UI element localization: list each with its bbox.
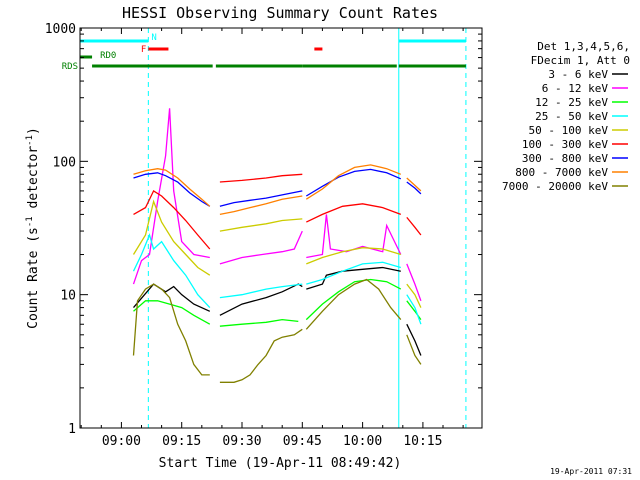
legend-header-line2: FDecim 1, Att 0 xyxy=(531,54,630,67)
flag-label-rds: RDS xyxy=(62,62,78,72)
legend: Det 1,3,4,5,6, FDecim 1, Att 0 3 - 6 keV… xyxy=(502,40,630,193)
x-axis: 09:00 09:15 09:30 09:45 10:00 10:15 xyxy=(80,28,464,449)
legend-header-line1: Det 1,3,4,5,6, xyxy=(537,40,630,53)
legend-label-2: 12 - 25 keV xyxy=(535,96,608,109)
series-5-segment-0 xyxy=(133,189,211,250)
x-tick-label-5: 10:15 xyxy=(403,434,442,449)
series-7 xyxy=(133,164,422,216)
series-1-segment-3 xyxy=(406,263,422,302)
y-axis-label-exp2: -1 xyxy=(25,135,35,146)
legend-label-3: 25 - 50 keV xyxy=(535,110,608,123)
x-tick-label-2: 09:30 xyxy=(222,434,261,449)
flag-label-f: F xyxy=(141,45,146,55)
series-7-segment-0 xyxy=(133,168,211,207)
legend-label-0: 3 - 6 keV xyxy=(548,68,608,81)
y-axis: 1 10 100 1000 xyxy=(45,22,482,437)
series-6 xyxy=(133,168,422,207)
series-3-segment-0 xyxy=(132,233,211,309)
y-axis-label-mid: detector xyxy=(26,146,41,217)
series-4-segment-1 xyxy=(219,218,303,232)
series-1-segment-2 xyxy=(306,214,402,259)
series-8 xyxy=(132,278,422,383)
series-4-segment-2 xyxy=(306,247,401,265)
series-1-segment-0 xyxy=(132,108,210,285)
y-tick-label-1: 10 xyxy=(60,289,76,304)
x-tick-label-0: 09:00 xyxy=(102,434,141,449)
x-tick-label-1: 09:15 xyxy=(162,434,201,449)
x-tick-label-4: 10:00 xyxy=(343,434,382,449)
series-3-segment-2 xyxy=(306,261,401,285)
series-5 xyxy=(133,173,422,250)
series-7-segment-1 xyxy=(219,195,303,216)
series-8-segment-1 xyxy=(219,328,303,383)
series-5-segment-1 xyxy=(219,173,303,183)
plot-frame xyxy=(79,27,483,429)
series-3-segment-1 xyxy=(219,283,303,299)
series-7-segment-2 xyxy=(305,164,402,200)
series-5-segment-3 xyxy=(406,216,422,236)
x-tick-label-3: 09:45 xyxy=(283,434,322,449)
flag-label-n: N xyxy=(151,33,156,43)
series-6-segment-1 xyxy=(219,190,303,207)
series-4-segment-0 xyxy=(132,199,211,276)
series-2-segment-1 xyxy=(219,318,299,327)
series-6-segment-3 xyxy=(406,181,422,195)
series-4 xyxy=(132,199,422,308)
series-2-segment-0 xyxy=(133,300,211,325)
series-3-segment-3 xyxy=(406,294,422,325)
y-axis-label: Count Rate (s-1 detector-1) xyxy=(25,127,41,329)
footer-timestamp: 19-Apr-2011 07:31 xyxy=(550,467,632,476)
series-8-segment-0 xyxy=(132,283,210,376)
series-6-segment-2 xyxy=(305,168,402,197)
data-series xyxy=(132,108,422,383)
series-8-segment-3 xyxy=(406,334,422,365)
series-1 xyxy=(132,108,422,302)
y-tick-label-2: 100 xyxy=(53,155,76,170)
series-2-segment-2 xyxy=(305,278,402,321)
series-1-segment-1 xyxy=(219,230,303,265)
flag-bars: NF RD0 RDS xyxy=(62,33,466,72)
series-7-segment-3 xyxy=(406,177,422,192)
flag-label-rd0: RD0 xyxy=(100,51,116,61)
x-axis-label: Start Time (19-Apr-11 08:49:42) xyxy=(159,456,402,471)
series-0-segment-3 xyxy=(406,323,422,356)
y-axis-label-prefix: Count Rate (s xyxy=(26,227,41,329)
series-5-segment-2 xyxy=(306,203,402,223)
legend-label-5: 100 - 300 keV xyxy=(522,138,608,151)
legend-label-6: 300 - 800 keV xyxy=(522,152,608,165)
y-axis-label-exp1: -1 xyxy=(25,216,35,227)
y-tick-label-0: 1 xyxy=(68,422,76,437)
chart-title: HESSI Observing Summary Count Rates xyxy=(122,4,438,22)
series-6-segment-0 xyxy=(133,172,211,207)
series-8-segment-2 xyxy=(305,278,402,330)
y-tick-label-3: 1000 xyxy=(45,22,76,37)
y-axis-label-suffix: ) xyxy=(26,127,41,135)
legend-label-1: 6 - 12 keV xyxy=(542,82,609,95)
legend-label-7: 800 - 7000 keV xyxy=(515,166,608,179)
legend-label-8: 7000 - 20000 keV xyxy=(502,180,608,193)
series-4-segment-3 xyxy=(406,283,422,308)
series-3 xyxy=(132,233,422,325)
legend-label-4: 50 - 100 keV xyxy=(529,124,609,137)
